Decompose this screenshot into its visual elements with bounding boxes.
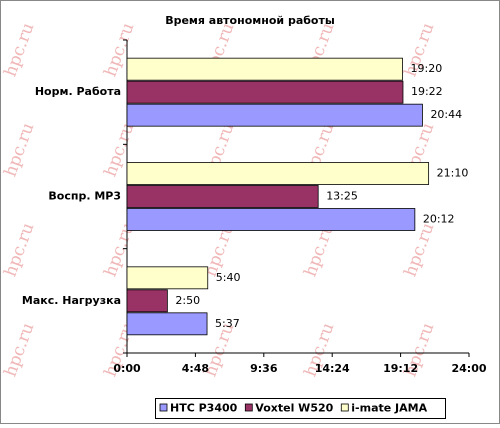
bar	[126, 289, 168, 313]
legend-label: Voxtel W520	[255, 402, 333, 415]
y-tick-label: Воспр. MP3	[48, 190, 121, 203]
x-tick-label: 24:00	[451, 362, 486, 375]
chart-title: Время автономной работы	[165, 14, 335, 27]
x-tick-label: 0:00	[113, 362, 141, 375]
bar	[126, 312, 208, 336]
value-label: 19:20	[411, 62, 443, 75]
value-label: 5:37	[215, 317, 240, 330]
value-label: 5:40	[216, 271, 241, 284]
value-label: 20:44	[430, 108, 462, 121]
bar	[126, 162, 430, 185]
legend-swatch	[244, 403, 253, 412]
value-label: 13:25	[326, 190, 358, 203]
legend-label: i-mate JAMA	[351, 402, 427, 415]
bar	[126, 103, 423, 127]
bar	[126, 208, 416, 231]
x-tick-label: 19:12	[383, 362, 418, 375]
y-tick-label: Норм. Работа	[35, 85, 121, 98]
value-label: 2:50	[175, 294, 200, 307]
x-tick-label: 9:36	[250, 362, 278, 375]
value-label: 21:10	[437, 167, 469, 180]
y-tick-label: Макс. Нагрузка	[22, 294, 121, 307]
bar	[126, 57, 403, 81]
x-tick-label: 14:24	[315, 362, 350, 375]
bar	[126, 80, 404, 104]
legend-label: HTC P3400	[170, 402, 238, 415]
bar	[126, 185, 319, 208]
legend-swatch	[159, 403, 168, 412]
legend-swatch	[340, 403, 349, 412]
legend-box	[155, 398, 446, 419]
value-label: 19:22	[411, 85, 443, 98]
x-tick-label: 4:48	[182, 362, 209, 375]
bar	[126, 266, 209, 290]
value-label: 20:12	[423, 213, 455, 226]
